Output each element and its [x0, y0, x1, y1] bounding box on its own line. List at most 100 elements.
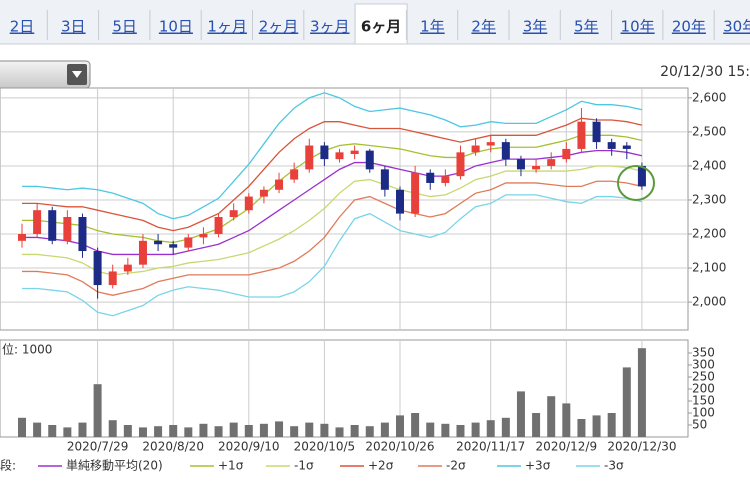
volume-bar	[290, 426, 299, 437]
tab[interactable]: 20年	[672, 18, 706, 36]
y-tick-label: 150	[692, 394, 715, 408]
volume-bar	[154, 426, 163, 437]
volume-bar	[471, 422, 480, 437]
band-line	[22, 165, 643, 276]
candle-body	[622, 145, 631, 149]
tab[interactable]: 2日	[10, 18, 35, 36]
candle-body	[380, 169, 389, 190]
tab[interactable]: 2ヶ月	[259, 18, 299, 36]
y-tick-label: 2,100	[692, 261, 726, 275]
candle-body	[305, 145, 314, 170]
volume-bar	[592, 415, 601, 437]
candle-body	[607, 142, 616, 149]
candle-body	[350, 150, 359, 155]
candle-body	[63, 216, 72, 241]
volume-bar	[18, 417, 26, 437]
candle-body	[93, 251, 102, 286]
volume-bar	[78, 422, 87, 437]
tab[interactable]: 2年	[471, 18, 496, 36]
candle-body	[637, 165, 646, 187]
volume-bar	[637, 348, 646, 437]
volume-bar	[169, 425, 178, 437]
tab[interactable]: 6ヶ月	[361, 18, 401, 36]
volume-bar	[532, 413, 541, 437]
tab-selected-bg	[354, 3, 408, 45]
volume-bar	[350, 425, 359, 437]
tab[interactable]: 3ヶ月	[310, 18, 350, 36]
candle-body	[471, 145, 480, 153]
y-tick-label: 200	[692, 382, 715, 396]
y-tick-label: 300	[692, 358, 715, 372]
tab[interactable]: 5日	[112, 18, 137, 36]
y-tick-label: 2,600	[692, 90, 726, 104]
candle-body	[426, 172, 435, 183]
legend-label: +1σ	[218, 459, 244, 473]
legend-label: +3σ	[525, 459, 551, 473]
candle-body	[78, 216, 87, 252]
y-tick-label: 2,200	[692, 227, 726, 241]
x-tick-label: 2020/7/29	[67, 440, 129, 454]
tab[interactable]: 1ヶ月	[207, 18, 247, 36]
tab[interactable]: 30年	[723, 18, 750, 36]
y-tick-label: 50	[692, 418, 707, 432]
y-tick-label: 2,300	[692, 192, 726, 206]
volume-bar	[275, 421, 284, 437]
volume-bar	[396, 415, 404, 437]
candle-body	[411, 172, 420, 214]
candle-body	[33, 210, 42, 235]
candle-body	[335, 152, 344, 160]
x-tick-label: 2020/12/30	[607, 440, 676, 454]
candle-body	[592, 121, 601, 143]
price-plot	[0, 87, 689, 331]
volume-bar	[48, 425, 57, 437]
candle-body	[516, 159, 525, 170]
candle-body	[154, 240, 163, 245]
volume-bar	[33, 422, 42, 437]
volume-bar	[229, 422, 238, 437]
candle-body	[562, 148, 571, 160]
volume-bar	[577, 419, 586, 437]
volume-bar	[108, 420, 117, 437]
annotation-circle	[617, 165, 655, 201]
y-tick-label: 100	[692, 406, 715, 420]
band-line	[22, 194, 643, 317]
volume-bar	[562, 403, 571, 437]
x-tick-label: 2020/12/9	[536, 440, 598, 454]
volume-bar	[380, 422, 389, 437]
x-tick-label: 2020/8/20	[142, 440, 204, 454]
tab[interactable]: 10日	[159, 18, 193, 36]
candle-body	[320, 145, 329, 160]
tab[interactable]: 3日	[61, 18, 86, 36]
volume-bar	[244, 425, 253, 437]
candle-body	[184, 237, 193, 248]
candle-body	[275, 179, 284, 190]
volume-bar	[199, 423, 208, 437]
volume-bar	[607, 413, 616, 437]
x-tick-label: 2020/10/26	[365, 440, 434, 454]
volume-bar	[456, 425, 465, 437]
dropdown-arrow	[72, 71, 82, 78]
candle-body	[547, 159, 556, 166]
band-line	[22, 149, 643, 256]
y-tick-label: 350	[692, 346, 715, 360]
tab[interactable]: 5年	[574, 18, 599, 36]
unit-label: 位: 1000	[2, 342, 52, 357]
tab[interactable]: 1年	[420, 18, 445, 36]
candle-body	[396, 189, 404, 214]
tab[interactable]: 10年	[621, 18, 655, 36]
volume-bar	[305, 422, 314, 437]
y-tick-label: 250	[692, 370, 715, 384]
volume-bar	[411, 413, 420, 437]
candle-body	[18, 234, 26, 241]
volume-bar	[320, 423, 329, 437]
volume-bar	[365, 426, 374, 437]
legend-title: 段:	[0, 458, 16, 473]
volume-bar	[138, 427, 147, 437]
candle-body	[229, 210, 238, 217]
volume-bar	[441, 423, 450, 437]
candle-body	[365, 150, 374, 170]
legend-label: 単純移動平均(20)	[66, 459, 163, 473]
tab[interactable]: 3年	[523, 18, 548, 36]
band-line	[22, 180, 643, 296]
y-tick-label: 2,400	[692, 158, 726, 172]
